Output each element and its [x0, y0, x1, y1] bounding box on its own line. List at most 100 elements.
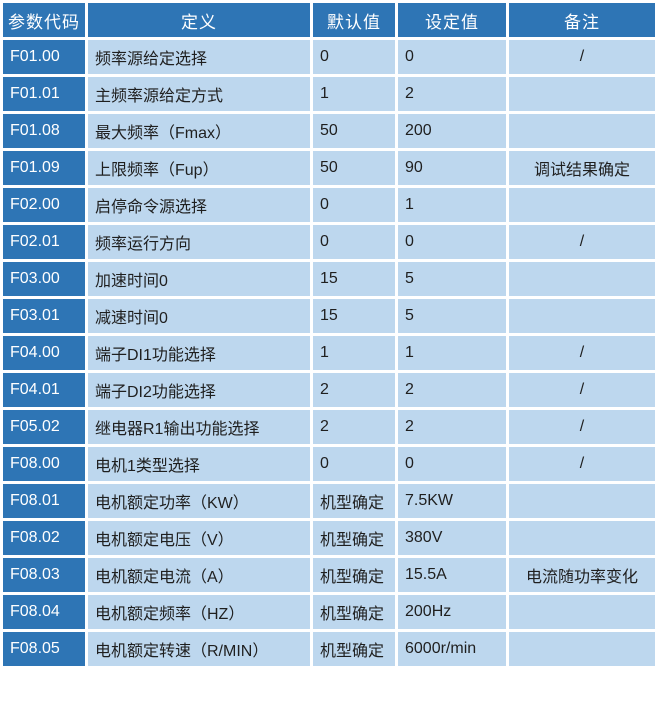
set-value-cell: 2: [398, 373, 506, 407]
default-value-cell: 0: [313, 447, 395, 481]
table-row: F02.01 频率运行方向 0 0/: [3, 225, 655, 259]
definition-cell: 电机1类型选择: [88, 447, 310, 481]
set-value-cell: 2: [398, 77, 506, 111]
set-value-cell: 5: [398, 262, 506, 296]
default-value-cell: 2: [313, 373, 395, 407]
default-value-cell: 1: [313, 77, 395, 111]
default-value-cell: 2: [313, 410, 395, 444]
default-value-cell: 15: [313, 262, 395, 296]
table-row: F01.01 主频率源给定方式 1 2: [3, 77, 655, 111]
definition-cell: 电机额定电压（V）: [88, 521, 310, 555]
default-value-cell: 机型确定: [313, 558, 395, 592]
definition-cell: 电机额定电流（A）: [88, 558, 310, 592]
remark-cell: 调试结果确定: [509, 151, 655, 185]
remark-cell: [509, 114, 655, 148]
default-value-cell: 机型确定: [313, 595, 395, 629]
table-row: F08.04 电机额定频率（HZ） 机型确定 200Hz: [3, 595, 655, 629]
column-header-1: 定义: [88, 3, 310, 37]
table-row: F08.01 电机额定功率（KW） 机型确定 7.5KW: [3, 484, 655, 518]
definition-cell: 加速时间0: [88, 262, 310, 296]
set-value-cell: 15.5A: [398, 558, 506, 592]
param-code-cell: F03.00: [3, 262, 85, 296]
param-code-cell: F02.00: [3, 188, 85, 222]
param-code-cell: F01.01: [3, 77, 85, 111]
table-row: F05.02 继电器R1输出功能选择 2 2/: [3, 410, 655, 444]
remark-cell: /: [509, 225, 655, 259]
remark-cell: [509, 262, 655, 296]
column-header-4: 备注: [509, 3, 655, 37]
definition-cell: 减速时间0: [88, 299, 310, 333]
remark-cell: [509, 77, 655, 111]
parameter-table: 参数代码 定义 默认值 设定值 备注 F01.00 频率源给定选择 0 0/F01.01 主频率…: [3, 3, 655, 666]
definition-cell: 频率运行方向: [88, 225, 310, 259]
set-value-cell: 200Hz: [398, 595, 506, 629]
table-row: F01.09 上限频率（Fup） 50 90 调试结果确定: [3, 151, 655, 185]
set-value-cell: 0: [398, 447, 506, 481]
definition-cell: 端子DI2功能选择: [88, 373, 310, 407]
param-code-cell: F08.02: [3, 521, 85, 555]
column-header-3: 设定值: [398, 3, 506, 37]
param-code-cell: F01.08: [3, 114, 85, 148]
param-code-cell: F04.01: [3, 373, 85, 407]
default-value-cell: 0: [313, 188, 395, 222]
remark-cell: [509, 595, 655, 629]
default-value-cell: 50: [313, 114, 395, 148]
param-code-cell: F03.01: [3, 299, 85, 333]
remark-cell: [509, 188, 655, 222]
default-value-cell: 机型确定: [313, 484, 395, 518]
definition-cell: 电机额定功率（KW）: [88, 484, 310, 518]
table-row: F04.00 端子DI1功能选择 1 1/: [3, 336, 655, 370]
remark-cell: [509, 632, 655, 666]
set-value-cell: 0: [398, 225, 506, 259]
remark-cell: [509, 484, 655, 518]
default-value-cell: 机型确定: [313, 521, 395, 555]
param-code-cell: F01.00: [3, 40, 85, 74]
param-code-cell: F08.05: [3, 632, 85, 666]
remark-cell: /: [509, 40, 655, 74]
set-value-cell: 7.5KW: [398, 484, 506, 518]
default-value-cell: 50: [313, 151, 395, 185]
set-value-cell: 90: [398, 151, 506, 185]
set-value-cell: 200: [398, 114, 506, 148]
remark-cell: [509, 299, 655, 333]
param-code-cell: F02.01: [3, 225, 85, 259]
default-value-cell: 机型确定: [313, 632, 395, 666]
definition-cell: 电机额定转速（R/MIN）: [88, 632, 310, 666]
definition-cell: 主频率源给定方式: [88, 77, 310, 111]
table-row: F08.00 电机1类型选择 0 0/: [3, 447, 655, 481]
column-header-2: 默认值: [313, 3, 395, 37]
table-row: F02.00 启停命令源选择 0 1: [3, 188, 655, 222]
default-value-cell: 0: [313, 40, 395, 74]
definition-cell: 电机额定频率（HZ）: [88, 595, 310, 629]
set-value-cell: 2: [398, 410, 506, 444]
remark-cell: 电流随功率变化: [509, 558, 655, 592]
definition-cell: 继电器R1输出功能选择: [88, 410, 310, 444]
table-row: F04.01 端子DI2功能选择 2 2/: [3, 373, 655, 407]
default-value-cell: 1: [313, 336, 395, 370]
remark-cell: /: [509, 336, 655, 370]
table-row: F01.08 最大频率（Fmax） 50 200: [3, 114, 655, 148]
table-row: F01.00 频率源给定选择 0 0/: [3, 40, 655, 74]
remark-cell: /: [509, 373, 655, 407]
param-code-cell: F08.01: [3, 484, 85, 518]
set-value-cell: 1: [398, 336, 506, 370]
set-value-cell: 1: [398, 188, 506, 222]
table-row: F08.02 电机额定电压（V） 机型确定 380V: [3, 521, 655, 555]
set-value-cell: 6000r/min: [398, 632, 506, 666]
set-value-cell: 5: [398, 299, 506, 333]
set-value-cell: 380V: [398, 521, 506, 555]
table-row: F03.01 减速时间0 15 5: [3, 299, 655, 333]
param-code-cell: F01.09: [3, 151, 85, 185]
header-row: 参数代码 定义 默认值 设定值 备注: [3, 3, 655, 37]
remark-cell: /: [509, 447, 655, 481]
param-code-cell: F04.00: [3, 336, 85, 370]
default-value-cell: 15: [313, 299, 395, 333]
definition-cell: 上限频率（Fup）: [88, 151, 310, 185]
remark-cell: [509, 521, 655, 555]
set-value-cell: 0: [398, 40, 506, 74]
table-body: F01.00 频率源给定选择 0 0/F01.01 主频率源给定方式 1 2 F01.08 最大…: [3, 40, 655, 666]
definition-cell: 频率源给定选择: [88, 40, 310, 74]
param-code-cell: F08.00: [3, 447, 85, 481]
table-row: F08.05 电机额定转速（R/MIN） 机型确定 6000r/min: [3, 632, 655, 666]
definition-cell: 端子DI1功能选择: [88, 336, 310, 370]
